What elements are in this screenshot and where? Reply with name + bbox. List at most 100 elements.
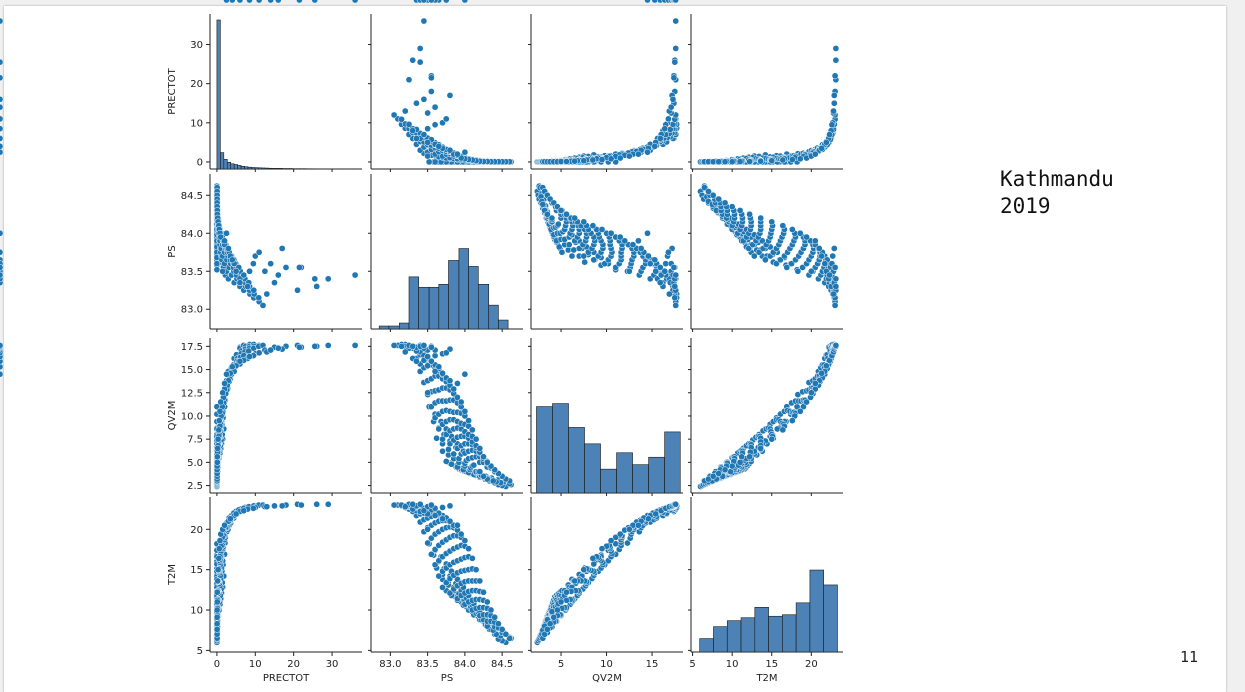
histogram-bar (584, 443, 601, 494)
histogram-bar (408, 276, 419, 330)
scatter-point (461, 537, 469, 544)
x-tick-label: 84.0 (454, 659, 476, 670)
scatter-point (550, 613, 558, 621)
scatter-point (228, 256, 236, 264)
scatter-point (472, 435, 480, 443)
scatter-point (282, 264, 290, 271)
panel-prectot-vs-prectot (209, 14, 362, 170)
scatter-point (324, 275, 332, 283)
scatter-point (0, 74, 4, 82)
scatter-point (454, 380, 461, 387)
scatter-point (446, 92, 454, 99)
scatter-point (470, 461, 478, 469)
histogram-bar (226, 161, 232, 170)
scatter-point (267, 346, 274, 354)
scatter-point (236, 279, 244, 287)
x-tick-label: 84.5 (491, 659, 513, 670)
scatter-point (236, 357, 244, 365)
scatter-point (255, 349, 263, 357)
scatter-point (598, 545, 606, 553)
panel-t2m-vs-prectot (209, 0, 362, 653)
scatter-point (580, 566, 588, 574)
scatter-point (398, 343, 405, 350)
scatter-point (468, 555, 476, 562)
histogram-bar (230, 163, 235, 170)
histogram-bar (223, 159, 228, 170)
scatter-point (544, 210, 551, 218)
scatter-point (311, 343, 319, 350)
scatter-point (491, 613, 499, 621)
scatter-point (651, 142, 659, 150)
scatter-point (796, 229, 804, 237)
scatter-point (219, 267, 227, 275)
x-tick-label: 5 (689, 659, 695, 670)
scatter-point (424, 353, 431, 360)
scatter-point (546, 620, 554, 628)
histogram-bar (568, 427, 585, 494)
scatter-point (548, 214, 556, 222)
scatter-point (476, 445, 484, 452)
y-tick-label: 30 (190, 40, 203, 51)
scatter-point (401, 503, 409, 511)
scatter-point (672, 500, 680, 508)
scatter-point (476, 468, 484, 476)
scatter-point (0, 229, 4, 237)
scatter-point (635, 150, 642, 158)
scatter-point (246, 353, 253, 360)
scatter-point (278, 245, 286, 252)
histogram-bar (261, 167, 266, 170)
y-tick-label: 12.5 (181, 388, 203, 399)
scatter-point (828, 121, 836, 129)
scatter-point (215, 555, 223, 562)
histogram-bar (378, 325, 390, 330)
scatter-point (390, 501, 398, 509)
histogram-bar (220, 152, 225, 170)
y-tick-label: 83.5 (181, 267, 203, 278)
scatter-point (401, 348, 409, 356)
x-tick-label: 83.5 (416, 659, 438, 670)
scatter-point (665, 248, 672, 256)
histogram-bar (458, 248, 469, 330)
scatter-point (250, 260, 257, 268)
scatter-point (563, 588, 570, 596)
scatter-point (271, 502, 278, 510)
histogram-bar (498, 319, 509, 330)
y-axis-label: QV2M (167, 401, 178, 431)
scatter-point (240, 507, 248, 515)
y-tick-label: 10 (190, 118, 203, 129)
scatter-point (598, 156, 606, 163)
panel-ps-vs-qv2m (530, 174, 683, 330)
scatter-point (480, 453, 487, 461)
scatter-point (736, 459, 744, 466)
scatter-point (351, 342, 359, 349)
scatter-point (788, 226, 796, 233)
scatter-point (830, 107, 837, 115)
histogram-bar (258, 167, 263, 170)
scatter-point (226, 515, 234, 523)
scatter-point (480, 588, 487, 596)
histogram-bar (477, 283, 490, 330)
x-tick-label: 15 (646, 659, 659, 670)
x-axis-label: T2M (755, 673, 777, 684)
scatter-point (454, 521, 461, 529)
scatter-point (607, 537, 615, 544)
scatter-point (213, 620, 221, 628)
scatter-point (557, 598, 565, 606)
scatter-point (818, 252, 825, 260)
y-tick-label: 84.5 (181, 191, 203, 202)
histogram-bar (237, 165, 242, 170)
scatter-point (580, 218, 588, 226)
y-axis-label: PRECTOT (167, 67, 178, 114)
x-tick-label: 10 (600, 659, 613, 670)
scatter-point (656, 135, 664, 142)
scatter-point (0, 135, 4, 142)
scatter-point (213, 453, 221, 461)
x-tick-label: 10 (249, 659, 262, 670)
scatter-point (832, 45, 840, 52)
scatter-point (416, 45, 424, 52)
scatter-point (598, 226, 606, 233)
panel-qv2m-vs-prectot (209, 338, 362, 494)
scatter-point (788, 156, 796, 163)
scatter-point (454, 150, 461, 158)
histogram-bar (438, 283, 449, 330)
